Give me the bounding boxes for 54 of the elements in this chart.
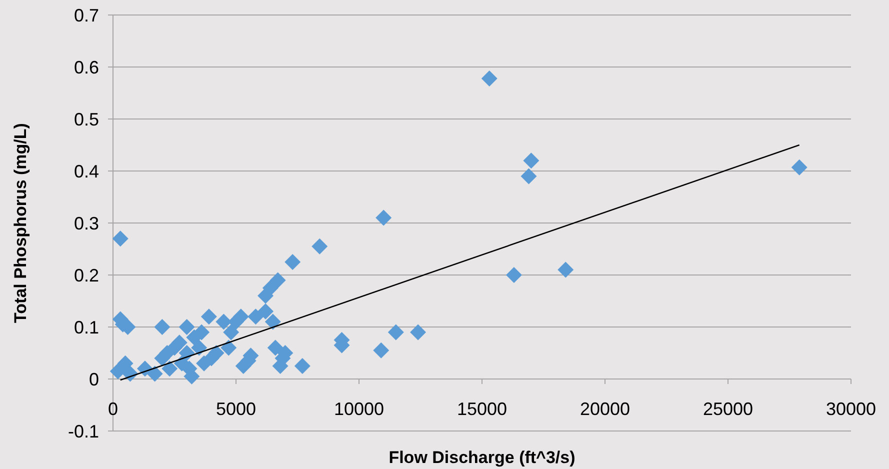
y-tick-label: 0.1 bbox=[74, 317, 99, 338]
x-tick-label: 20000 bbox=[580, 399, 630, 419]
point bbox=[262, 280, 278, 296]
point bbox=[178, 345, 195, 361]
point bbox=[146, 366, 163, 382]
point bbox=[284, 254, 301, 270]
point bbox=[110, 363, 126, 380]
y-tick-label: 0.2 bbox=[74, 265, 99, 286]
point bbox=[208, 345, 224, 361]
x-tick-label: 0 bbox=[108, 399, 118, 419]
point bbox=[191, 340, 208, 356]
point bbox=[791, 159, 808, 176]
point bbox=[258, 303, 274, 320]
point bbox=[194, 324, 210, 340]
point bbox=[410, 324, 426, 340]
point bbox=[162, 360, 178, 377]
point bbox=[223, 324, 240, 340]
point bbox=[523, 152, 540, 169]
point bbox=[267, 340, 284, 356]
point bbox=[171, 334, 188, 351]
point bbox=[312, 238, 328, 254]
x-tick-label: 25000 bbox=[702, 399, 754, 419]
x-axis-title: Flow Discharge (ft^3/s) bbox=[388, 448, 576, 467]
x-tick-label: 15000 bbox=[456, 399, 508, 419]
point bbox=[376, 210, 392, 226]
point bbox=[294, 358, 310, 374]
point bbox=[506, 267, 522, 283]
point bbox=[178, 319, 195, 335]
y-tick-label: 0.5 bbox=[74, 109, 99, 130]
y-tick-label: 0.6 bbox=[74, 57, 99, 78]
point bbox=[558, 262, 574, 278]
point bbox=[373, 342, 390, 358]
y-tick-label: 0.4 bbox=[74, 161, 99, 182]
point bbox=[220, 340, 237, 356]
point bbox=[520, 168, 537, 184]
point bbox=[216, 314, 232, 330]
x-tick-label: 10000 bbox=[334, 399, 384, 419]
point bbox=[154, 319, 170, 335]
y-tick-label: 0.3 bbox=[74, 213, 99, 234]
point bbox=[112, 230, 128, 247]
point bbox=[481, 70, 498, 86]
point bbox=[248, 308, 264, 325]
x-tick-label: 30000 bbox=[826, 399, 876, 419]
y-tick-label: -0.1 bbox=[68, 421, 99, 442]
point bbox=[200, 308, 217, 325]
y-axis-title: Total Phosphorus (mg/L) bbox=[11, 123, 30, 323]
y-tick-label: 0 bbox=[88, 369, 99, 390]
point bbox=[232, 308, 249, 325]
y-tick-label: 0.7 bbox=[74, 5, 99, 26]
point bbox=[117, 355, 134, 372]
x-tick-label: 5000 bbox=[216, 399, 256, 419]
point bbox=[270, 272, 286, 288]
point bbox=[388, 324, 404, 340]
point bbox=[264, 314, 281, 330]
